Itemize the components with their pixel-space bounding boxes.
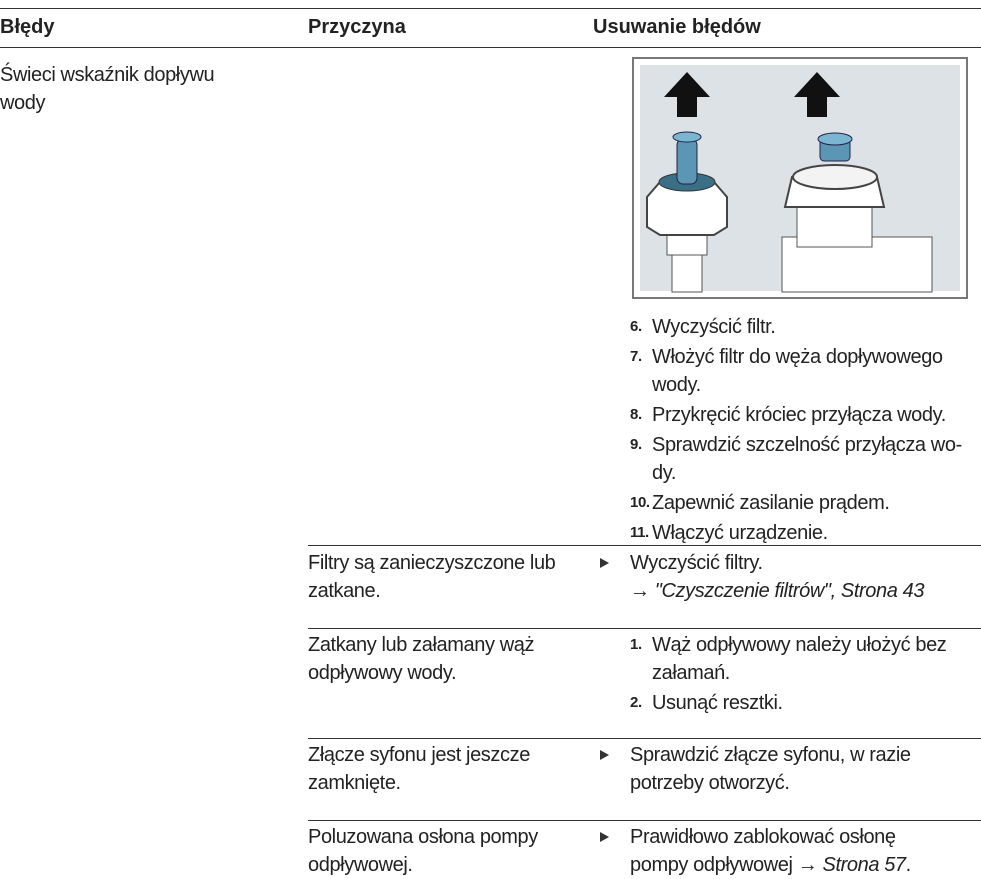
line: Włączyć urządzenie. (652, 522, 828, 544)
line: Zapewnić zasilanie prądem. (652, 492, 890, 514)
step-text: Włożyć filtr do węża dopływowego wody. (652, 343, 943, 399)
col-head: Przyczyna (308, 16, 406, 38)
bullet (600, 832, 609, 842)
step-number: 7. (630, 348, 642, 365)
step-number: 1. (630, 636, 642, 653)
remedy: Prawidłowo zablokować osłonę pompy odpły… (630, 823, 911, 879)
link[interactable]: Strona 57 (822, 854, 907, 876)
rule (308, 738, 981, 739)
step-text: Wąż odpływowy należy ułożyć bez załamań. (652, 631, 947, 687)
cause: Poluzowana osłona pompy odpływowej. (308, 823, 538, 879)
line: Wyczyścić filtry. (630, 552, 763, 574)
step-text: Sprawdzić szczelność przyłącza wo-dy. (652, 431, 962, 487)
step-number: 11. (630, 524, 649, 541)
line: odpływowej. (308, 854, 413, 876)
rule (308, 820, 981, 821)
line: zatkane. (308, 580, 381, 602)
line: Usunąć resztki. (652, 692, 783, 714)
bullet (600, 558, 609, 568)
rule (0, 47, 981, 48)
line: Sprawdzić złącze syfonu, w razie (630, 744, 911, 766)
step-number: 8. (630, 406, 642, 423)
remedy: Wyczyścić filtry. → "Czyszczenie filtrów… (630, 549, 924, 605)
line: Włożyć filtr do węża dopływowego (652, 346, 943, 368)
line: Sprawdzić szczelność przyłącza wo- (652, 434, 962, 456)
step: 8. Przykręcić króciec przyłącza wody. (630, 401, 975, 429)
step-text: Usunąć resztki. (652, 689, 783, 717)
step: 1. Wąż odpływowy należy ułożyć bez załamań… (630, 631, 975, 687)
step: 9. Sprawdzić szczelność przyłącza wo-dy. (630, 431, 975, 487)
bullet (600, 750, 609, 760)
line: pompy odpływowej → Strona 57. (630, 851, 911, 879)
line: zamknięte. (308, 772, 401, 794)
cause: Złącze syfonu jest jeszcze zamknięte. (308, 741, 530, 797)
cause: Zatkany lub załamany wąż odpływowy wody. (308, 631, 534, 687)
text: pompy odpływowej → (630, 854, 818, 876)
line: Świeci wskaźnik dopływu (0, 64, 215, 86)
step-number: 6. (630, 318, 642, 335)
line: dy. (652, 462, 676, 484)
line: wody. (652, 374, 701, 396)
line: Zatkany lub załamany wąż (308, 634, 535, 656)
col-head: Usuwanie błędów (593, 16, 761, 38)
line: Poluzowana osłona pompy (308, 826, 538, 848)
step: 2. Usunąć resztki. (630, 689, 975, 717)
steps: 6. Wyczyścić filtr. 7. Włożyć filtr do węża… (630, 313, 975, 547)
text: . (905, 854, 912, 876)
step: 6. Wyczyścić filtr. (630, 313, 975, 341)
line: Wąż odpływowy należy ułożyć bez (652, 634, 947, 656)
error: Świeci wskaźnik dopływu wody (0, 61, 215, 117)
cause: Filtry są zanieczyszczone lub zatkane. (308, 549, 556, 605)
link[interactable]: → "Czyszczenie filtrów", Strona 43 (630, 577, 924, 605)
remedy: Sprawdzić złącze syfonu, w razie potrzeb… (630, 741, 911, 797)
step: 11. Włączyć urządzenie. (630, 519, 975, 547)
step-number: 9. (630, 436, 642, 453)
line: załamań. (652, 662, 730, 684)
step-text: Przykręcić króciec przyłącza wody. (652, 401, 946, 429)
rule (308, 545, 981, 546)
line: wody (0, 92, 46, 114)
line: Filtry są zanieczyszczone lub (308, 552, 556, 574)
step-text: Wyczyścić filtr. (652, 313, 776, 341)
line: odpływowy wody. (308, 662, 457, 684)
rule (0, 8, 981, 9)
steps: 1. Wąż odpływowy należy ułożyć bez załamań… (630, 631, 975, 717)
line: Złącze syfonu jest jeszcze (308, 744, 530, 766)
step-number: 10. (630, 494, 650, 511)
step-text: Zapewnić zasilanie prądem. (652, 489, 890, 517)
step: 10. Zapewnić zasilanie prądem. (630, 489, 975, 517)
line: Prawidłowo zablokować osłonę (630, 826, 896, 848)
illustration (632, 57, 968, 299)
link-text: → "Czyszczenie filtrów", Strona 43 (630, 580, 925, 602)
step-number: 2. (630, 694, 642, 711)
line: Wyczyścić filtr. (652, 316, 776, 338)
step: 7. Włożyć filtr do węża dopływowego wody. (630, 343, 975, 399)
line: potrzeby otworzyć. (630, 772, 790, 794)
rule (308, 628, 981, 629)
col-head: Błędy (0, 16, 55, 38)
line: Przykręcić króciec przyłącza wody. (652, 404, 946, 426)
step-text: Włączyć urządzenie. (652, 519, 828, 547)
